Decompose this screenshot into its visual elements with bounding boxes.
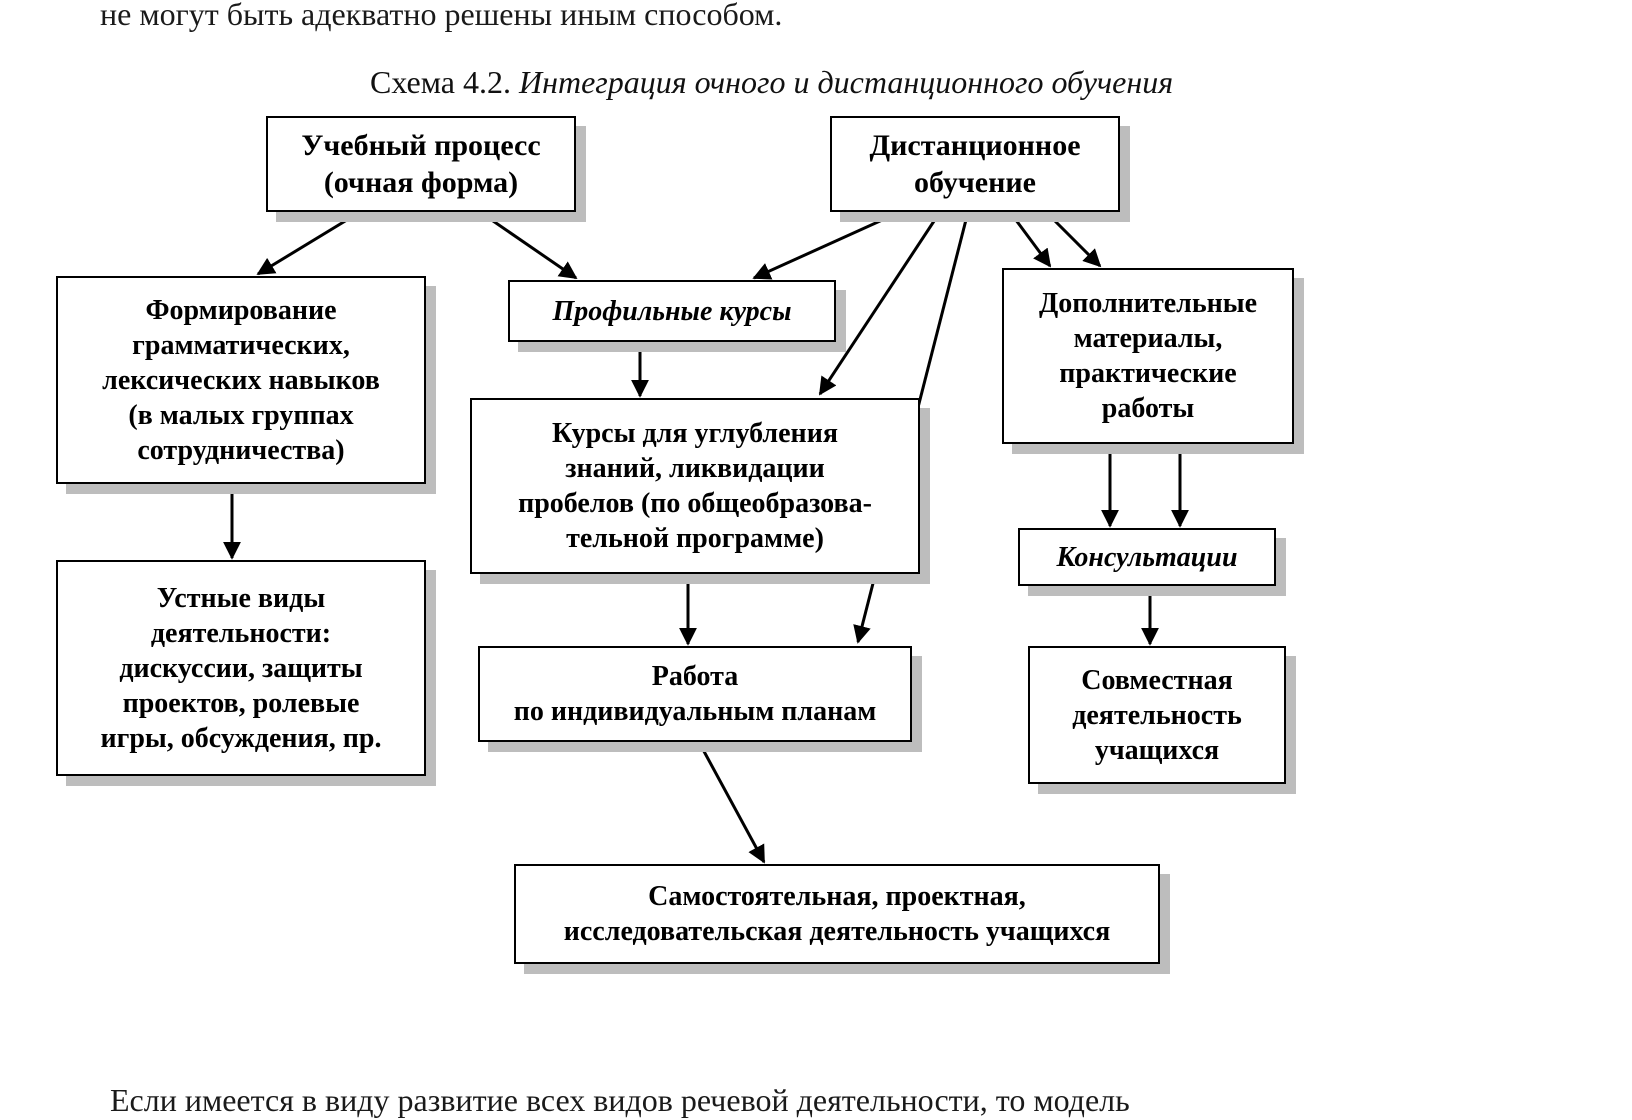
node-label: Дистанционноеобучение (869, 127, 1080, 202)
flowchart-node-n7: Устные видыдеятельности:дискуссии, защит… (56, 560, 426, 776)
flowchart-edge-1 (480, 212, 576, 278)
flowchart-node-n3: Формированиеграмматических,лексических н… (56, 276, 426, 484)
flowchart-node-n5: Дополнительныематериалы,практическиерабо… (1002, 268, 1294, 444)
flowchart-node-n4: Профильные курсы (508, 280, 836, 342)
node-label: Дополнительныематериалы,практическиерабо… (1039, 286, 1257, 426)
node-label: Учебный процесс(очная форма) (301, 127, 540, 202)
node-label: Работапо индивидуальным планам (514, 659, 877, 729)
node-label: Самостоятельная, проектная,исследователь… (564, 879, 1111, 949)
flowchart-node-n11: Самостоятельная, проектная,исследователь… (514, 864, 1160, 964)
diagram-caption: Схема 4.2. Интеграция очного и дистанцио… (370, 64, 1173, 101)
cropped-text-top: не могут быть адекватно решены иным спос… (100, 0, 782, 33)
flowchart-edge-13 (700, 744, 764, 862)
flowchart-node-n9: Работапо индивидуальным планам (478, 646, 912, 742)
flowchart-edge-5 (1010, 212, 1050, 266)
node-label: Совместнаядеятельностьучащихся (1072, 663, 1242, 768)
flowchart-edge-2 (754, 212, 900, 278)
node-label: Устные видыдеятельности:дискуссии, защит… (101, 581, 382, 756)
flowchart-node-n10: Совместнаядеятельностьучащихся (1028, 646, 1286, 784)
node-label: Профильные курсы (552, 294, 791, 329)
flowchart-edge-3 (820, 212, 940, 394)
flowchart-edge-6 (1046, 212, 1100, 266)
node-label: Курсы для углублениязнаний, ликвидациипр… (518, 416, 872, 556)
flowchart-node-n1: Учебный процесс(очная форма) (266, 116, 576, 212)
flowchart-edge-0 (258, 212, 360, 274)
flowchart-node-n8: Консультации (1018, 528, 1276, 586)
caption-label: Схема 4.2. (370, 64, 511, 100)
node-label: Консультации (1056, 540, 1237, 575)
flowchart-node-n2: Дистанционноеобучение (830, 116, 1120, 212)
node-label: Формированиеграмматических,лексических н… (102, 293, 380, 468)
caption-title: Интеграция очного и дистанционного обуче… (519, 64, 1173, 100)
flowchart-node-n6: Курсы для углублениязнаний, ликвидациипр… (470, 398, 920, 574)
cropped-text-bottom: Если имеется в виду развитие всех видов … (110, 1082, 1130, 1119)
